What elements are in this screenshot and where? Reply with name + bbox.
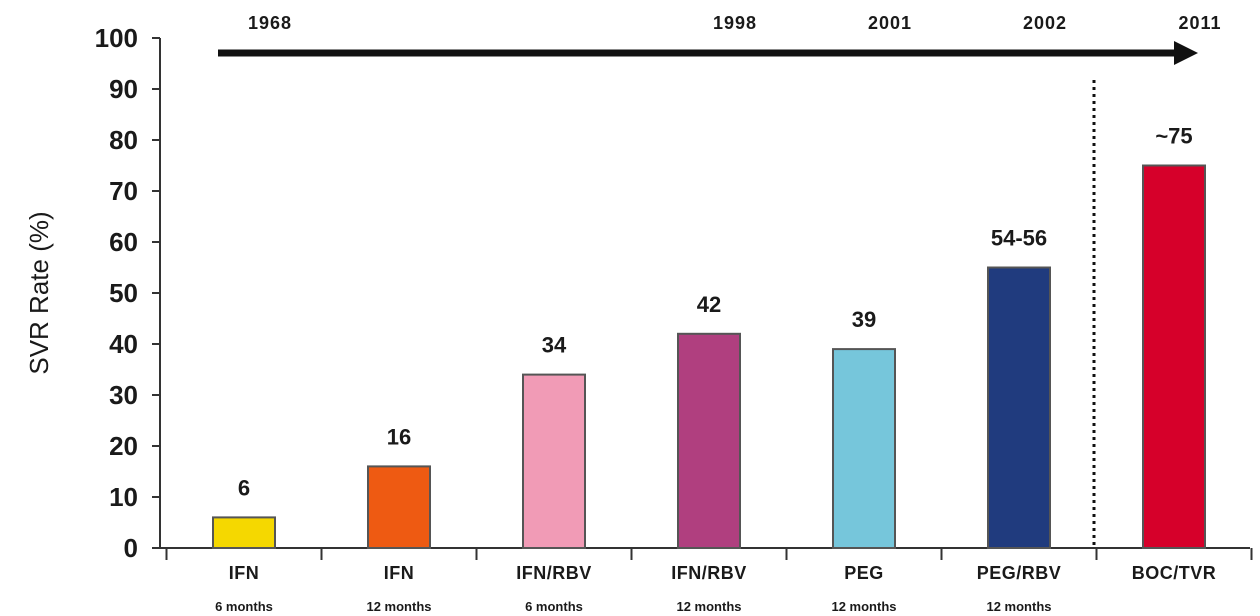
bar (212, 516, 276, 550)
y-tick-label: 30 (109, 380, 138, 410)
timeline-year-label: 2002 (1023, 13, 1067, 33)
x-category-sublabel: 12 months (366, 599, 431, 614)
x-category-label: PEG (844, 563, 884, 583)
x-category-sublabel: 6 months (525, 599, 583, 614)
bar (832, 348, 896, 549)
x-category-sublabel: 12 months (831, 599, 896, 614)
y-tick-label: 90 (109, 74, 138, 104)
timeline-year-label: 2011 (1178, 13, 1221, 33)
timeline (218, 41, 1198, 65)
x-axis: IFN 6 months IFN 12 months IFN/RBV 6 months IF… (160, 547, 1253, 614)
bar (1142, 164, 1206, 549)
data-label: 34 (542, 333, 567, 358)
y-tick-label: 20 (109, 431, 138, 461)
y-tick-label: 0 (124, 533, 138, 563)
x-category-sublabel: 6 months (215, 599, 273, 614)
y-tick-label: 100 (95, 23, 138, 53)
y-tick-label: 70 (109, 176, 138, 206)
timeline-year-label: 1968 (248, 13, 292, 33)
x-category-label: IFN (229, 563, 260, 583)
x-category-sublabel: 12 months (986, 599, 1051, 614)
x-category-sublabel: 12 months (676, 599, 741, 614)
data-label: 16 (387, 424, 411, 449)
data-labels: 6 16 34 42 39 54-56 ~75 (238, 124, 1193, 501)
data-label: 6 (238, 475, 250, 500)
bar (367, 465, 431, 549)
y-tick-label: 80 (109, 125, 138, 155)
bar (522, 373, 586, 549)
data-label: 54-56 (991, 226, 1047, 251)
y-tick-label: 40 (109, 329, 138, 359)
x-category-label: IFN (384, 563, 415, 583)
data-label: 39 (852, 307, 876, 332)
y-tick-label: 10 (109, 482, 138, 512)
bars (212, 164, 1206, 550)
data-label: ~75 (1155, 124, 1192, 149)
y-axis: 0 10 20 30 40 50 60 70 80 90 100 SVR Rate (%) (24, 23, 161, 563)
timeline-year-label: 2001 (868, 13, 912, 33)
x-category-label: IFN/RBV (671, 563, 747, 583)
data-label: 42 (697, 292, 721, 317)
bar (987, 266, 1051, 549)
timeline-years: 1968 1998 2001 2002 2011 (248, 13, 1221, 33)
x-category-label: PEG/RBV (977, 563, 1062, 583)
y-tick-label: 60 (109, 227, 138, 257)
x-category-label: BOC/TVR (1132, 563, 1217, 583)
y-tick-label: 50 (109, 278, 138, 308)
x-category-label: IFN/RBV (516, 563, 592, 583)
y-axis-label: SVR Rate (%) (24, 211, 54, 374)
bar (677, 332, 741, 549)
timeline-arrow-head (1174, 41, 1198, 65)
timeline-year-label: 1998 (713, 13, 757, 33)
